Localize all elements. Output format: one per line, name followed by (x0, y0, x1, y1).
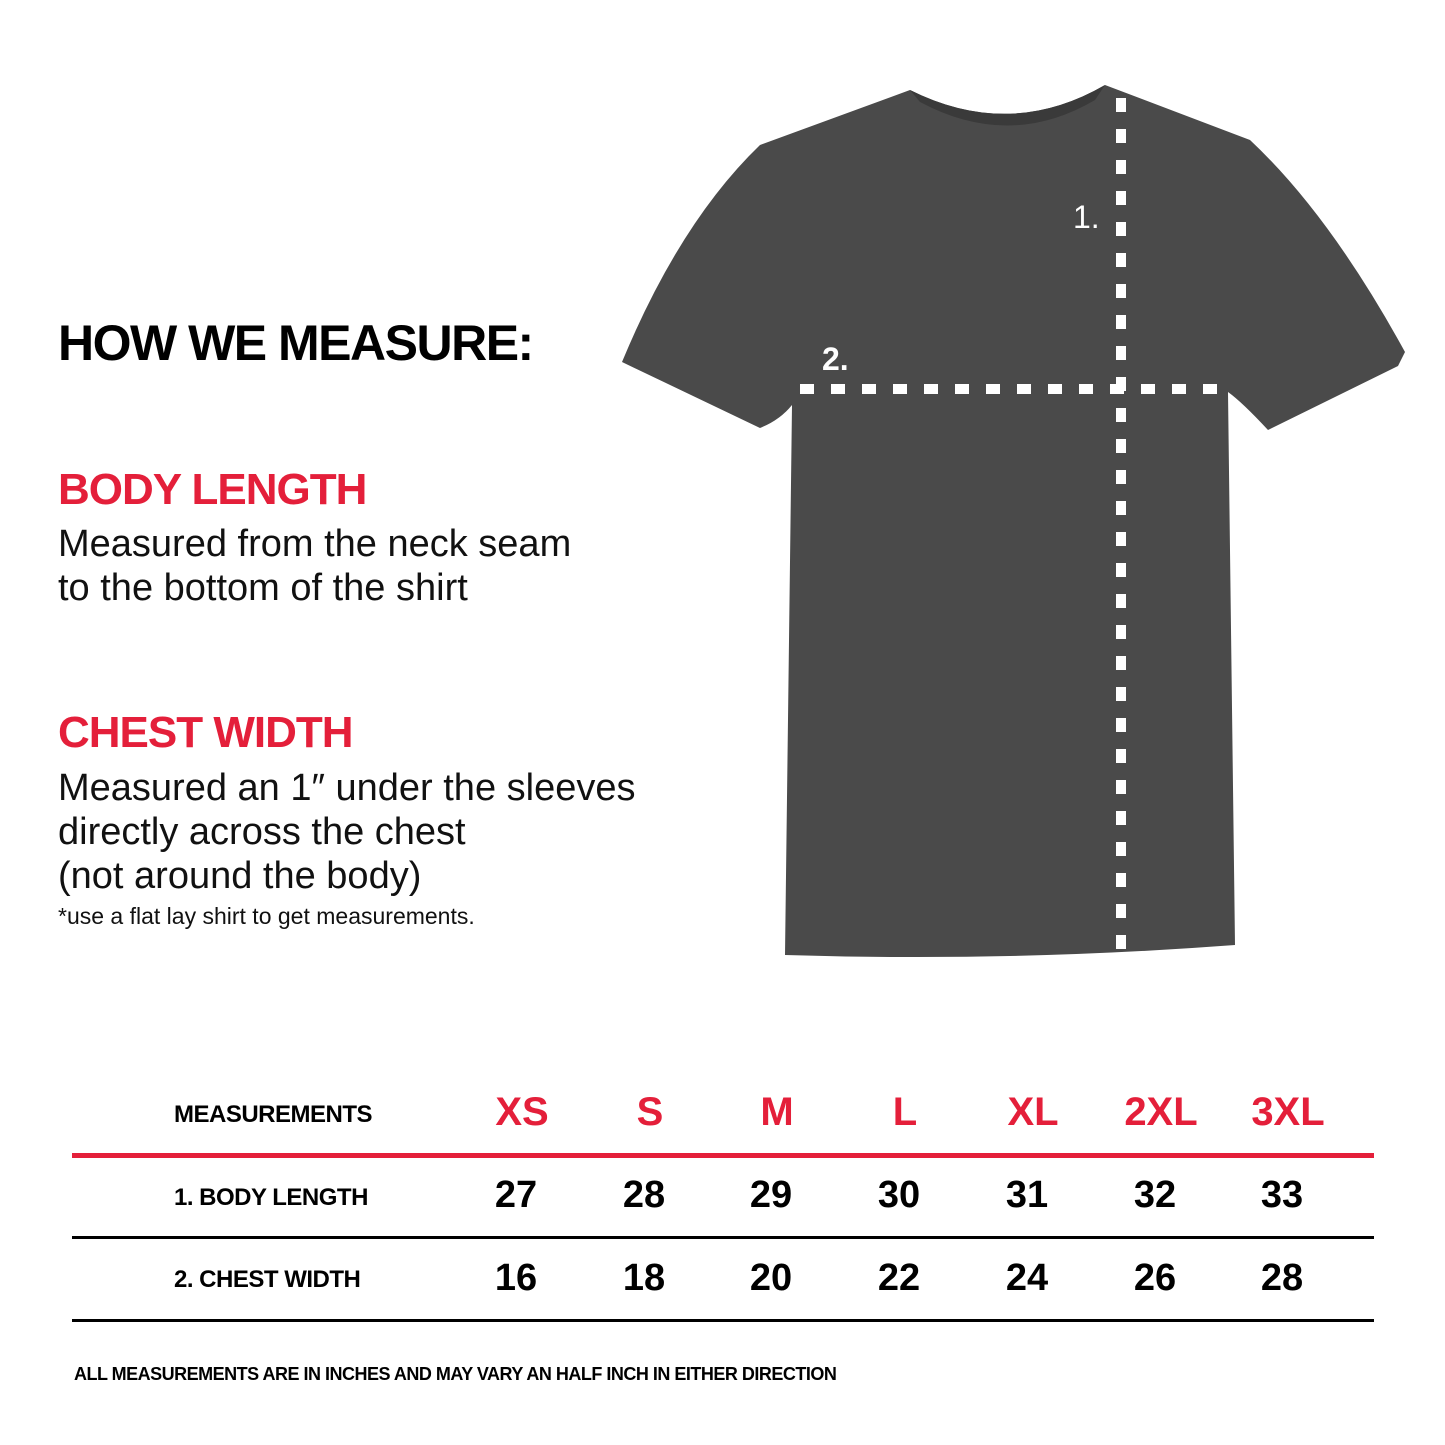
table-cell: 32 (1133, 1174, 1177, 1216)
page-title: HOW WE MEASURE: (58, 315, 534, 371)
footer-disclaimer: ALL MEASUREMENTS ARE IN INCHES AND MAY V… (74, 1364, 837, 1384)
table-cell: 16 (494, 1257, 538, 1299)
row-label-chest-width: 2. CHEST WIDTH (174, 1266, 361, 1293)
table-cell: 29 (749, 1174, 793, 1216)
table-cell: 30 (877, 1174, 921, 1216)
marker-2: 2. (822, 341, 849, 377)
row-divider (72, 1319, 1374, 1322)
header-divider (72, 1153, 1374, 1158)
desc-line: to the bottom of the shirt (58, 567, 468, 609)
table-cell: 20 (749, 1257, 793, 1299)
size-header-3xl: 3XL (1251, 1090, 1325, 1134)
table-cell: 28 (622, 1174, 666, 1216)
table-cell: 33 (1260, 1174, 1304, 1216)
size-header-xs: XS (495, 1090, 549, 1134)
size-header-l: L (892, 1090, 918, 1134)
table-cell: 18 (622, 1257, 666, 1299)
chest-width-description: Measured an 1″ under the sleeves directl… (58, 766, 635, 898)
body-length-description: Measured from the neck seam to the botto… (58, 522, 571, 610)
flat-lay-note: *use a flat lay shirt to get measurement… (58, 903, 475, 929)
body-length-heading: BODY LENGTH (58, 465, 367, 514)
table-cell: 26 (1133, 1257, 1177, 1299)
table-header-label: MEASUREMENTS (174, 1101, 373, 1128)
collar-shadow (910, 85, 1105, 126)
table-cell: 24 (1005, 1257, 1049, 1299)
chest-width-heading: CHEST WIDTH (58, 708, 354, 757)
table-cell: 22 (877, 1257, 921, 1299)
size-header-s: S (636, 1090, 664, 1134)
tshirt-diagram: 1. 2. (622, 85, 1405, 958)
row-label-body-length: 1. BODY LENGTH (174, 1184, 368, 1211)
desc-line: (not around the body) (58, 855, 422, 897)
tshirt-shape (622, 85, 1405, 958)
desc-line: Measured an 1″ under the sleeves (58, 767, 636, 809)
size-header-m: M (760, 1090, 794, 1134)
table-cell: 31 (1005, 1174, 1049, 1216)
desc-line: Measured from the neck seam (58, 523, 572, 565)
table-cell: 28 (1260, 1257, 1304, 1299)
desc-line: directly across the chest (58, 811, 466, 853)
size-header-xl: XL (1007, 1090, 1059, 1134)
marker-1: 1. (1073, 199, 1100, 235)
row-divider (72, 1236, 1374, 1239)
table-cell: 27 (494, 1174, 538, 1216)
size-header-2xl: 2XL (1124, 1090, 1198, 1134)
